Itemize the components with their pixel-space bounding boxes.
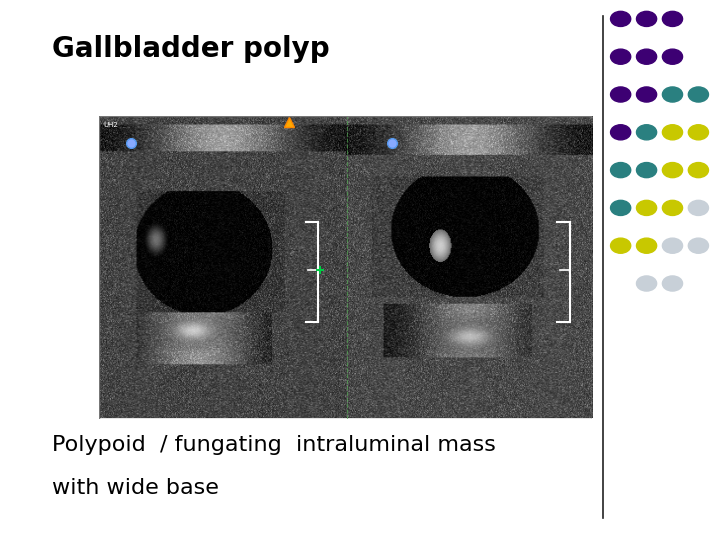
Circle shape (636, 163, 657, 178)
Circle shape (636, 49, 657, 64)
Circle shape (662, 11, 683, 26)
Circle shape (688, 87, 708, 102)
Circle shape (611, 200, 631, 215)
Circle shape (662, 125, 683, 140)
Circle shape (611, 49, 631, 64)
Circle shape (636, 276, 657, 291)
Text: Gallbladder polyp: Gallbladder polyp (52, 35, 330, 63)
Circle shape (636, 87, 657, 102)
Circle shape (688, 238, 708, 253)
Circle shape (636, 200, 657, 215)
Text: with wide base: with wide base (52, 478, 219, 498)
Circle shape (636, 238, 657, 253)
Circle shape (611, 87, 631, 102)
Circle shape (662, 49, 683, 64)
Circle shape (611, 238, 631, 253)
Circle shape (636, 125, 657, 140)
Circle shape (662, 276, 683, 291)
Text: UH2: UH2 (104, 122, 118, 128)
Circle shape (611, 163, 631, 178)
Circle shape (688, 125, 708, 140)
Circle shape (611, 11, 631, 26)
Circle shape (688, 200, 708, 215)
Circle shape (662, 87, 683, 102)
Text: Polypoid  / fungating  intraluminal mass: Polypoid / fungating intraluminal mass (52, 435, 495, 455)
Circle shape (636, 11, 657, 26)
Circle shape (662, 200, 683, 215)
Circle shape (662, 163, 683, 178)
Circle shape (611, 125, 631, 140)
Circle shape (688, 163, 708, 178)
Circle shape (662, 238, 683, 253)
